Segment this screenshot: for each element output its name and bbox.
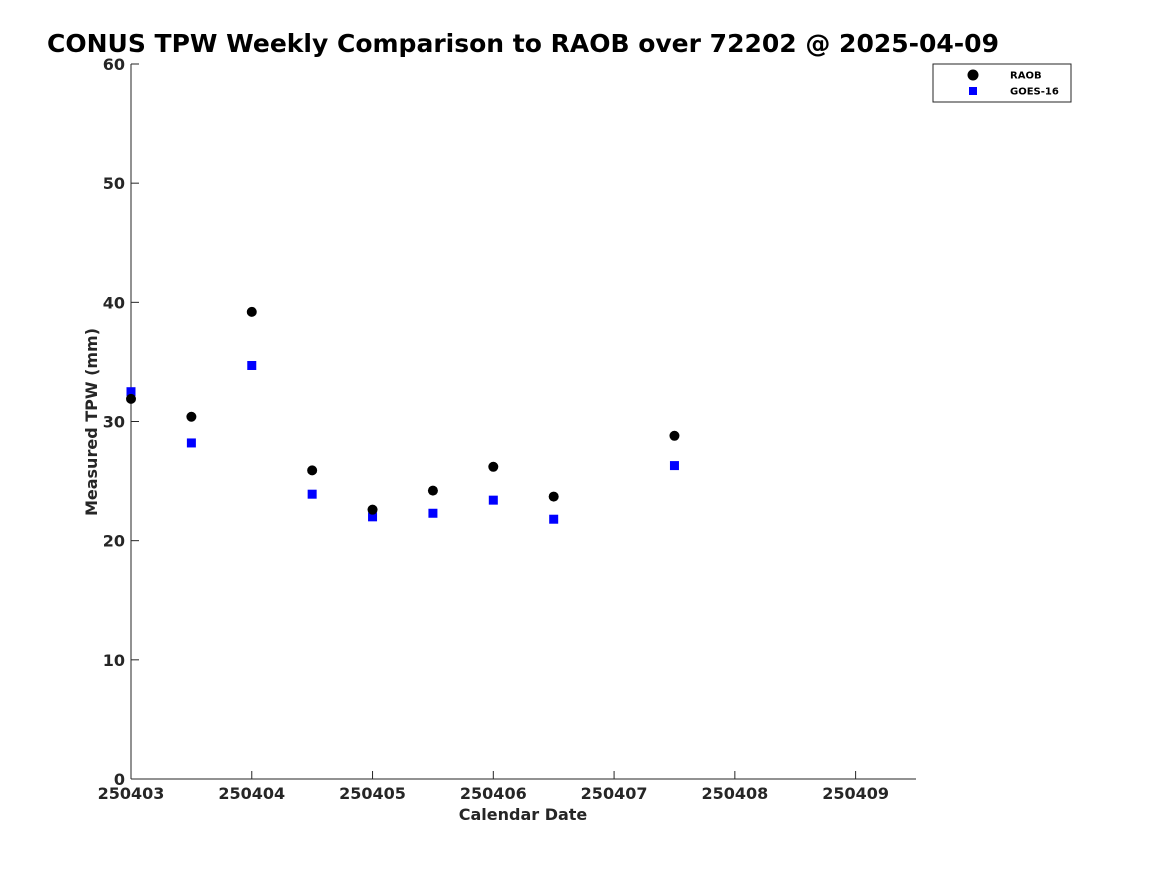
raob-point (367, 504, 378, 515)
x-tick-label: 250406 (460, 784, 527, 803)
x-axis-ticks: 250403 250404 250405 250406 250407 250408 2504… (98, 771, 889, 803)
goes16-point (669, 461, 679, 471)
y-tick-label: 30 (103, 413, 125, 432)
x-tick-label: 250408 (701, 784, 768, 803)
goes16-point (307, 489, 317, 499)
raob-point (488, 461, 499, 472)
raob-point (427, 485, 438, 496)
raob-point (186, 411, 197, 422)
y-tick-label: 0 (114, 770, 125, 789)
y-tick-label: 40 (103, 293, 125, 312)
legend-label: GOES-16 (1010, 87, 1059, 98)
x-tick-label: 250409 (822, 784, 889, 803)
raob-point (307, 465, 318, 476)
x-tick-label: 250405 (339, 784, 406, 803)
legend-marker-goes16 (969, 87, 977, 95)
goes16-point (549, 514, 559, 524)
x-axis-label: Calendar Date (459, 805, 588, 824)
y-tick-label: 10 (103, 651, 125, 670)
y-tick-label: 50 (103, 174, 125, 193)
chart-title: CONUS TPW Weekly Comparison to RAOB over… (47, 29, 999, 58)
raob-point (669, 430, 680, 441)
y-tick-label: 60 (103, 55, 125, 74)
x-tick-label: 250403 (98, 784, 165, 803)
legend: RAOB GOES-16 (932, 63, 1072, 103)
legend-entries: RAOB GOES-16 (967, 69, 1059, 98)
goes16-point (368, 512, 378, 522)
raob-point (548, 491, 559, 502)
y-tick-label: 20 (103, 532, 125, 551)
goes16-point (488, 495, 498, 505)
y-axis-ticks: 0 10 20 30 40 50 60 (103, 55, 139, 789)
goes16-point (428, 508, 438, 518)
data-series (126, 306, 680, 524)
x-tick-label: 250404 (218, 784, 285, 803)
goes16-point (186, 438, 196, 448)
legend-marker-raob (967, 69, 979, 81)
raob-point (126, 393, 136, 404)
goes16-point (247, 360, 257, 370)
goes16-point (126, 387, 136, 397)
raob-point (246, 306, 257, 317)
y-axis-label: Measured TPW (mm) (82, 328, 101, 516)
x-tick-label: 250407 (581, 784, 648, 803)
legend-box (932, 63, 1072, 103)
legend-label: RAOB (1010, 71, 1042, 82)
